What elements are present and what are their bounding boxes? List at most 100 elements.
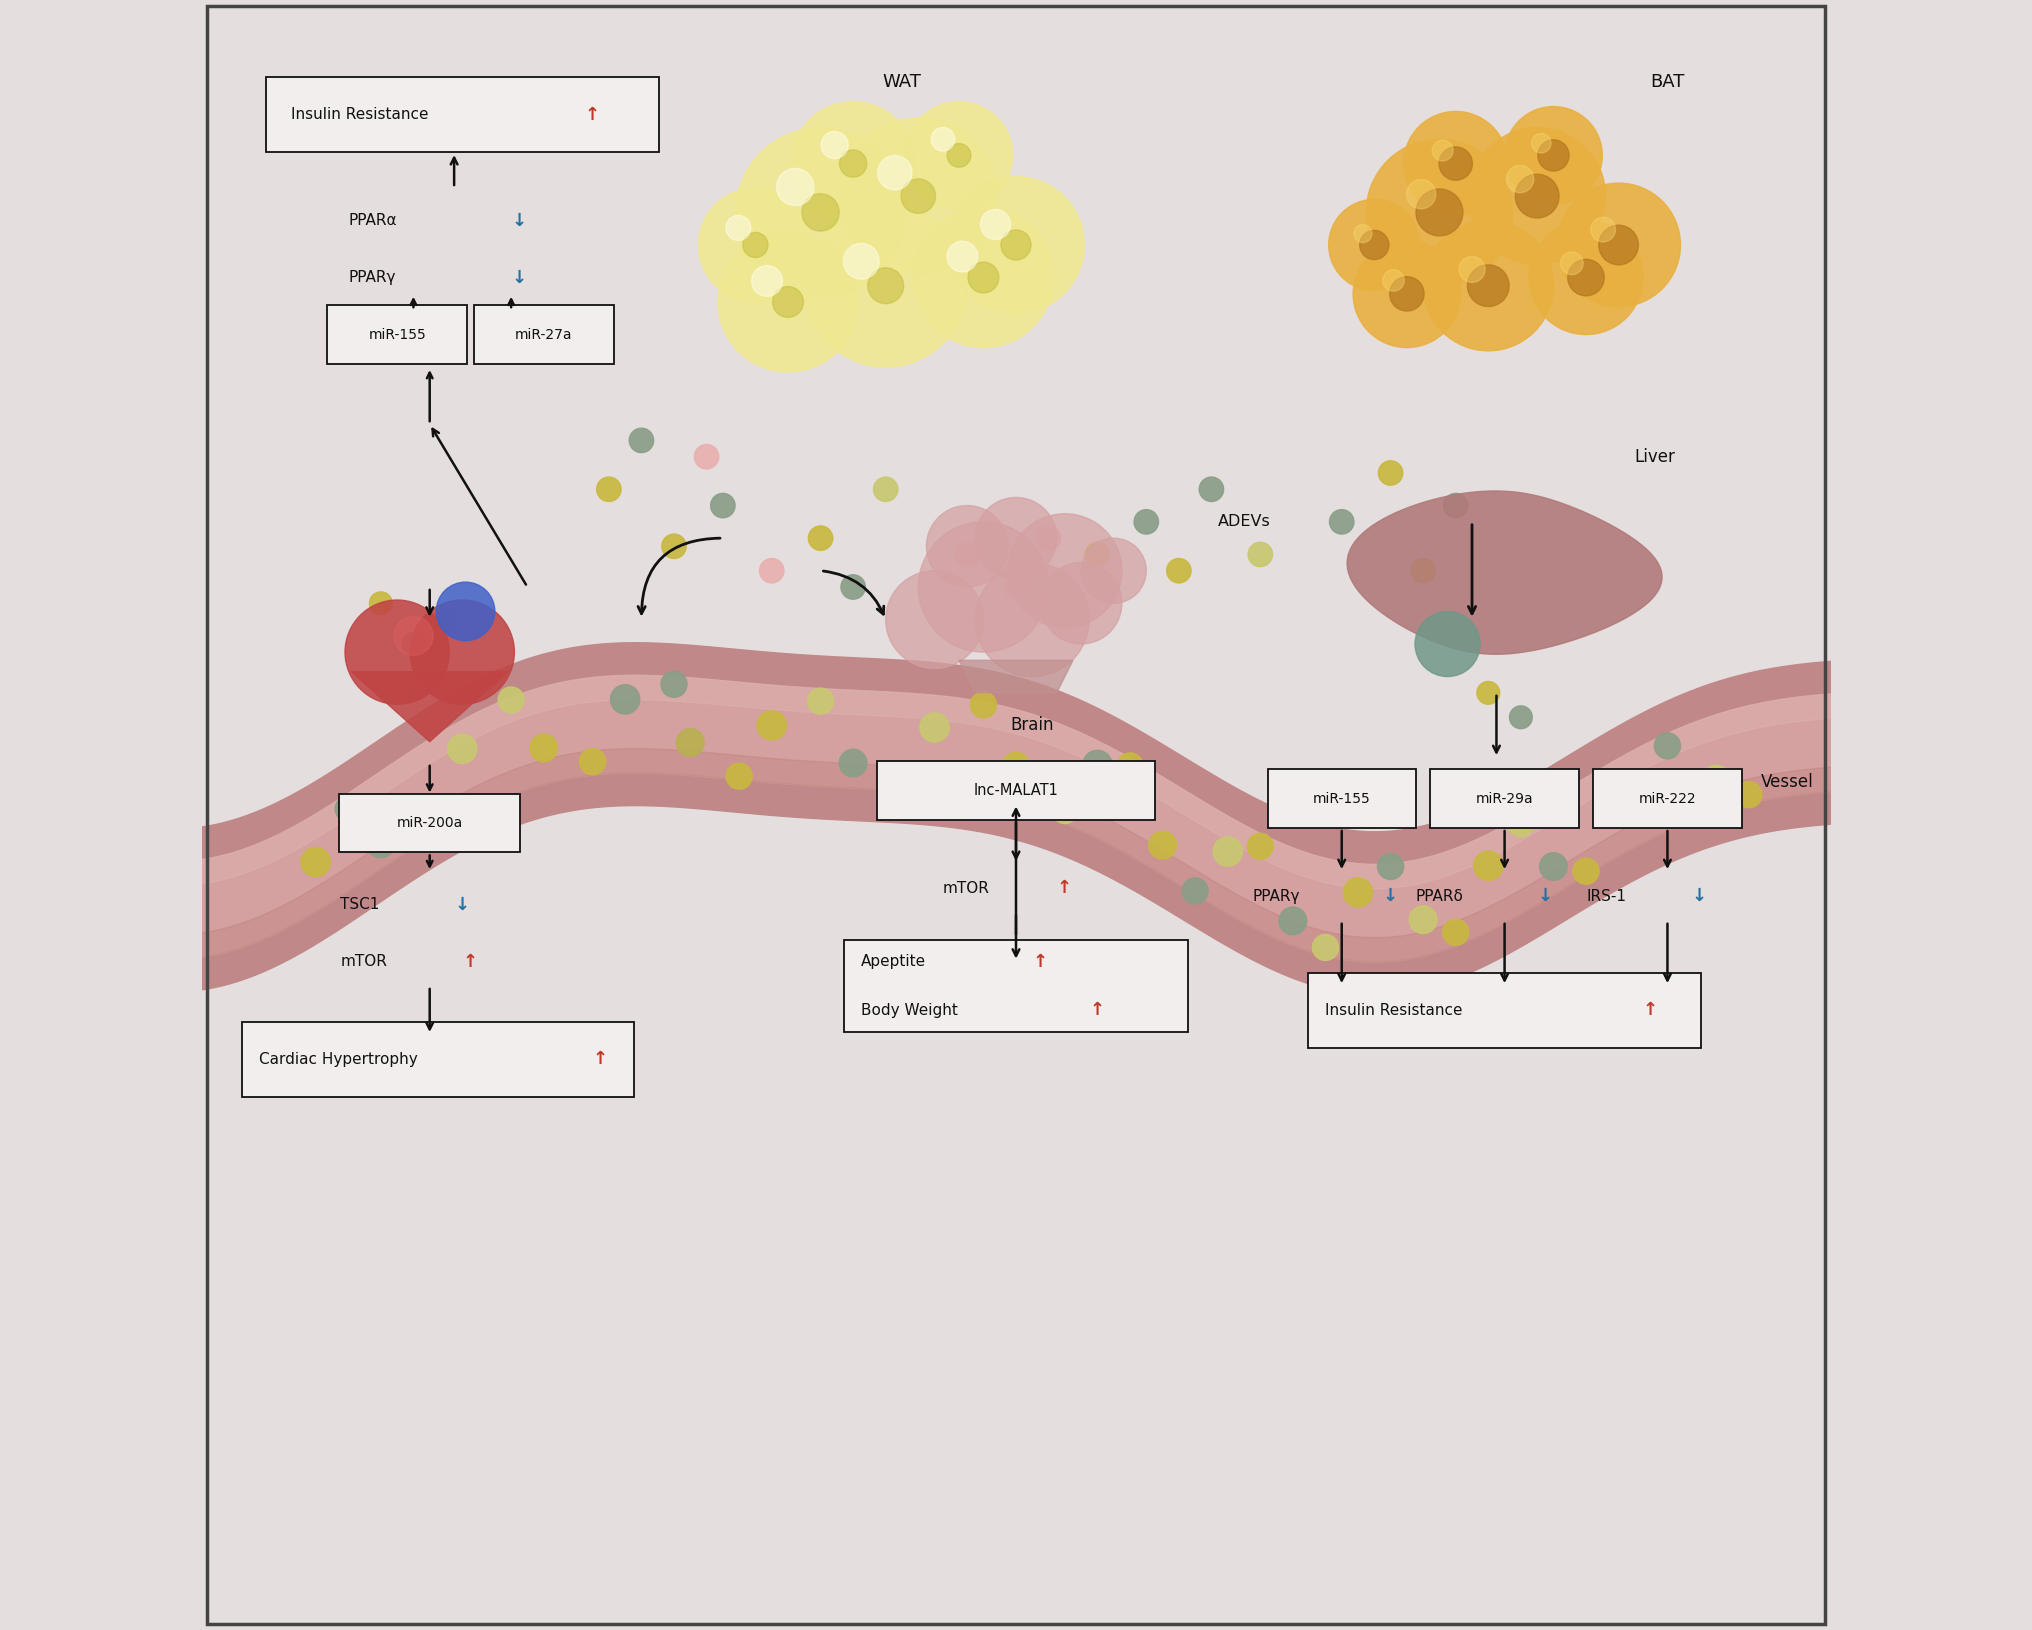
Circle shape <box>1703 764 1729 792</box>
Text: ↑: ↑ <box>1089 1001 1105 1019</box>
Circle shape <box>839 750 868 778</box>
Circle shape <box>1422 220 1552 350</box>
Text: BAT: BAT <box>1650 73 1685 91</box>
Text: PPARγ: PPARγ <box>1252 888 1300 905</box>
Circle shape <box>886 570 983 668</box>
Circle shape <box>1569 259 1603 295</box>
Circle shape <box>1040 562 1122 644</box>
Circle shape <box>498 686 524 712</box>
Circle shape <box>874 478 898 502</box>
FancyBboxPatch shape <box>1593 769 1741 828</box>
Circle shape <box>1620 774 1650 804</box>
Circle shape <box>1248 543 1272 567</box>
Circle shape <box>1134 510 1158 535</box>
Text: Cardiac Hypertrophy: Cardiac Hypertrophy <box>258 1051 417 1066</box>
Circle shape <box>711 494 736 518</box>
FancyBboxPatch shape <box>327 305 467 363</box>
Circle shape <box>1353 225 1372 243</box>
FancyBboxPatch shape <box>242 1022 634 1097</box>
Text: PPARα: PPARα <box>347 214 396 228</box>
Circle shape <box>904 101 1012 209</box>
Circle shape <box>1343 879 1374 908</box>
Circle shape <box>1508 810 1534 836</box>
Circle shape <box>736 127 904 297</box>
Circle shape <box>1378 461 1402 486</box>
Text: miR-222: miR-222 <box>1638 792 1697 805</box>
Circle shape <box>868 267 904 303</box>
Circle shape <box>662 535 687 559</box>
Circle shape <box>1036 526 1061 551</box>
Circle shape <box>447 734 478 763</box>
Circle shape <box>725 763 752 789</box>
Text: ↓: ↓ <box>1536 887 1552 905</box>
Polygon shape <box>959 660 1073 693</box>
Circle shape <box>1148 831 1177 859</box>
Text: Insulin Resistance: Insulin Resistance <box>291 108 429 122</box>
Circle shape <box>821 132 847 158</box>
Text: WAT: WAT <box>882 73 920 91</box>
Circle shape <box>1591 217 1615 241</box>
Circle shape <box>579 748 606 774</box>
Circle shape <box>1382 269 1404 292</box>
FancyBboxPatch shape <box>843 941 1189 1032</box>
Circle shape <box>1313 934 1339 960</box>
Circle shape <box>931 127 955 152</box>
Circle shape <box>417 815 443 841</box>
Circle shape <box>1199 478 1223 502</box>
Text: Vessel: Vessel <box>1762 773 1815 792</box>
Circle shape <box>410 600 514 704</box>
Circle shape <box>1378 854 1404 880</box>
Circle shape <box>1390 277 1424 311</box>
Circle shape <box>758 711 786 740</box>
Circle shape <box>1353 240 1461 347</box>
Circle shape <box>1213 836 1242 866</box>
Circle shape <box>368 830 394 857</box>
Text: ↑: ↑ <box>1644 1001 1658 1019</box>
Text: PPARδ: PPARδ <box>1414 888 1463 905</box>
Circle shape <box>1599 225 1638 264</box>
Circle shape <box>530 734 557 761</box>
Text: ↑: ↑ <box>585 106 599 124</box>
Circle shape <box>888 769 914 795</box>
Circle shape <box>1008 513 1122 628</box>
Circle shape <box>1467 264 1510 306</box>
FancyBboxPatch shape <box>339 794 520 852</box>
Circle shape <box>1528 220 1644 334</box>
Circle shape <box>947 143 971 168</box>
Circle shape <box>660 672 687 698</box>
Circle shape <box>725 215 752 241</box>
Circle shape <box>1504 106 1603 204</box>
Circle shape <box>1735 782 1762 808</box>
Circle shape <box>1473 851 1504 880</box>
FancyBboxPatch shape <box>1268 769 1416 828</box>
Circle shape <box>1166 559 1191 584</box>
Polygon shape <box>352 672 508 742</box>
Text: PPARγ: PPARγ <box>347 271 396 285</box>
Circle shape <box>1538 140 1569 171</box>
Circle shape <box>1573 859 1599 883</box>
Circle shape <box>772 287 803 318</box>
Circle shape <box>1366 139 1512 285</box>
Circle shape <box>677 729 705 756</box>
Circle shape <box>1083 750 1112 779</box>
Circle shape <box>402 632 425 655</box>
Circle shape <box>1433 140 1453 161</box>
Circle shape <box>1278 906 1307 934</box>
Circle shape <box>1404 111 1508 215</box>
Text: ↓: ↓ <box>512 212 526 230</box>
Text: miR-29a: miR-29a <box>1475 792 1534 805</box>
Circle shape <box>1183 879 1209 905</box>
Circle shape <box>1002 753 1030 781</box>
Text: ↑: ↑ <box>593 1050 608 1068</box>
Circle shape <box>1004 575 1028 600</box>
Circle shape <box>979 209 1010 240</box>
Text: ↓: ↓ <box>1693 887 1707 905</box>
Circle shape <box>839 150 868 178</box>
Circle shape <box>1085 543 1109 567</box>
Circle shape <box>1410 906 1437 934</box>
Circle shape <box>437 582 496 641</box>
Circle shape <box>435 608 457 631</box>
Circle shape <box>920 712 949 742</box>
Circle shape <box>752 266 782 297</box>
Circle shape <box>1439 147 1473 181</box>
